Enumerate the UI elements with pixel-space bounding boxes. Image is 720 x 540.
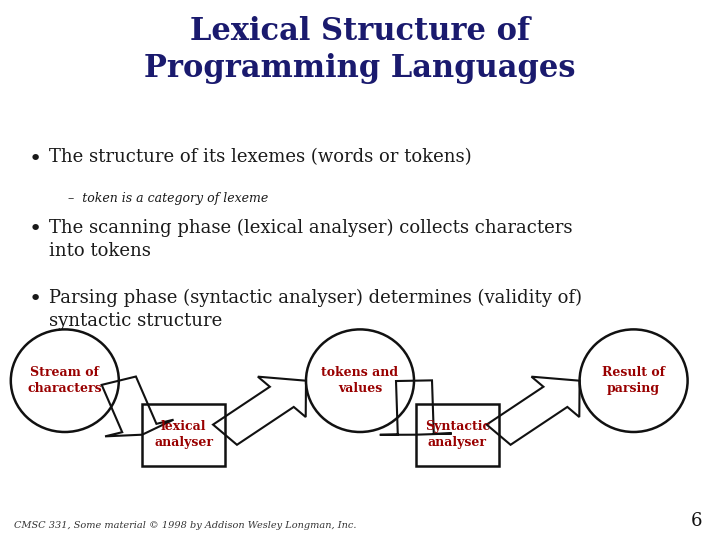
Text: –  token is a category of lexeme: – token is a category of lexeme bbox=[68, 192, 269, 205]
Text: tokens and
values: tokens and values bbox=[321, 366, 399, 395]
Text: The scanning phase (lexical analyser) collects characters
into tokens: The scanning phase (lexical analyser) co… bbox=[49, 219, 572, 260]
Text: CMSC 331, Some material © 1998 by Addison Wesley Longman, Inc.: CMSC 331, Some material © 1998 by Addiso… bbox=[14, 521, 357, 530]
Polygon shape bbox=[213, 377, 306, 445]
Text: •: • bbox=[29, 289, 42, 309]
Text: The structure of its lexemes (words or tokens): The structure of its lexemes (words or t… bbox=[49, 148, 472, 166]
Text: Parsing phase (syntactic analyser) determines (validity of)
syntactic structure: Parsing phase (syntactic analyser) deter… bbox=[49, 289, 582, 330]
Text: lexical
analyser: lexical analyser bbox=[154, 420, 213, 449]
Polygon shape bbox=[379, 380, 451, 435]
Text: 6: 6 bbox=[690, 512, 702, 530]
Text: Result of
parsing: Result of parsing bbox=[602, 366, 665, 395]
Polygon shape bbox=[102, 376, 174, 436]
Text: Syntactic
analyser: Syntactic analyser bbox=[425, 420, 490, 449]
Text: •: • bbox=[29, 148, 42, 168]
Text: •: • bbox=[29, 219, 42, 239]
Bar bbox=[143, 404, 225, 465]
Text: Stream of
characters: Stream of characters bbox=[27, 366, 102, 395]
Text: Lexical Structure of
Programming Languages: Lexical Structure of Programming Languag… bbox=[144, 16, 576, 84]
Polygon shape bbox=[487, 377, 580, 445]
Bar bbox=[416, 404, 498, 465]
